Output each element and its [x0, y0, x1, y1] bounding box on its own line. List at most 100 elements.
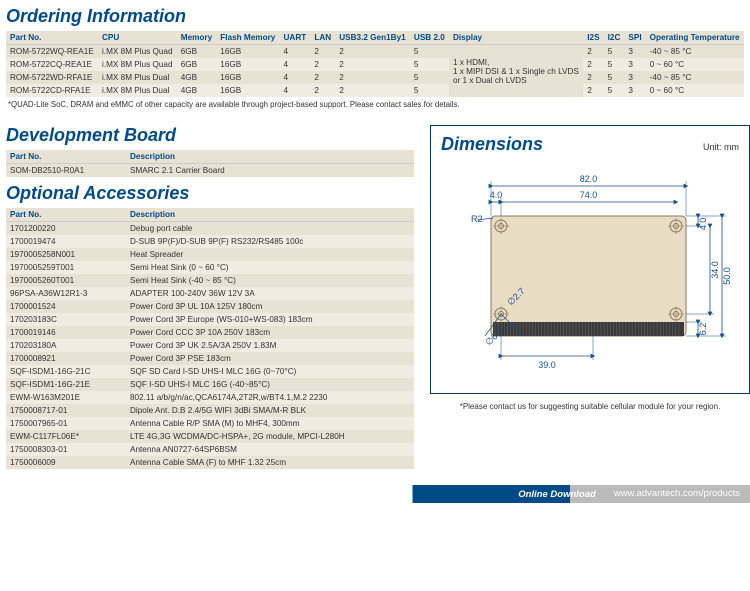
- dev-table: Part No.Description SOM-DB2510-R0A1SMARC…: [6, 150, 414, 177]
- cell: SQF SD Card I-SD UHS-I MLC 16G (0~70°C): [126, 365, 414, 378]
- table-row: SQF-ISDM1-16G-21ESQF I-SD UHS-I MLC 16G …: [6, 378, 414, 391]
- cell: 6GB: [177, 45, 217, 59]
- dimension-drawing: 82.04.074.04.034.050.039.06.2R2∅2.7∅6.0: [441, 161, 739, 381]
- cell: 5: [410, 45, 449, 59]
- cell: -40 ~ 85 °C: [646, 45, 744, 59]
- cell: ROM-5722CQ-REA1E: [6, 58, 98, 71]
- acc-table: Part No.Description 1701200220Debug port…: [6, 208, 414, 469]
- cell: 5: [410, 71, 449, 84]
- cell: EWM-W163M201E: [6, 391, 126, 404]
- cell: 4GB: [177, 84, 217, 97]
- cell: 5: [604, 71, 625, 84]
- svg-text:34.0: 34.0: [710, 261, 720, 279]
- ordering-col-header: USB 2.0: [410, 31, 449, 45]
- col-header: Description: [126, 208, 414, 222]
- cell: 2: [335, 58, 410, 71]
- svg-text:R2: R2: [471, 214, 483, 224]
- ordering-col-header: UART: [280, 31, 311, 45]
- cell: 0 ~ 60 °C: [646, 58, 744, 71]
- cell: Semi Heat Sink (0 ~ 60 °C): [126, 261, 414, 274]
- table-row: ROM-5722CD-RFA1Ei.MX 8M Plus Dual4GB16GB…: [6, 84, 744, 97]
- cellular-footnote: *Please contact us for suggesting suitab…: [430, 402, 750, 411]
- table-row: 1750006009Antenna Cable SMA (F) to MHF 1…: [6, 456, 414, 469]
- ordering-col-header: I2S: [583, 31, 603, 45]
- cell: ADAPTER 100-240V 36W 12V 3A: [126, 287, 414, 300]
- cell: 16GB: [216, 71, 279, 84]
- table-row: 1970005260T001Semi Heat Sink (-40 ~ 85 °…: [6, 274, 414, 287]
- display-cell: 1 x HDMI, 1 x MIPI DSI & 1 x Single ch L…: [449, 45, 583, 98]
- table-row: 1970005258N001Heat Spreader: [6, 248, 414, 261]
- dim-unit: Unit: mm: [703, 142, 739, 152]
- cell: 4: [280, 45, 311, 59]
- cell: 170203180A: [6, 339, 126, 352]
- svg-text:4.0: 4.0: [490, 190, 503, 200]
- cell: 1701200220: [6, 222, 126, 236]
- table-row: SQF-ISDM1-16G-21CSQF SD Card I-SD UHS-I …: [6, 365, 414, 378]
- table-row: EWM-W163M201E802.11 a/b/g/n/ac,QCA6174A,…: [6, 391, 414, 404]
- cell: 16GB: [216, 84, 279, 97]
- cell: Power Cord 3P UL 10A 125V 180cm: [126, 300, 414, 313]
- download-url[interactable]: www.advantech.com/products: [604, 485, 750, 503]
- svg-text:6.2: 6.2: [698, 323, 708, 336]
- cell: 6GB: [177, 58, 217, 71]
- cell: 1700019474: [6, 235, 126, 248]
- cell: 4: [280, 58, 311, 71]
- cell: EWM-C117FL06E*: [6, 430, 126, 443]
- table-row: 1970005259T001 Semi Heat Sink (0 ~ 60 °C…: [6, 261, 414, 274]
- table-row: 1700019474D-SUB 9P(F)/D-SUB 9P(F) RS232/…: [6, 235, 414, 248]
- cell: 5: [410, 58, 449, 71]
- table-row: 170203180APower Cord 3P UK 2.5A/3A 250V …: [6, 339, 414, 352]
- cell: 2: [310, 58, 335, 71]
- table-row: 1700019146Power Cord CCC 3P 10A 250V 183…: [6, 326, 414, 339]
- cell: 1970005258N001: [6, 248, 126, 261]
- cell: 802.11 a/b/g/n/ac,QCA6174A,2T2R,w/BT4.1,…: [126, 391, 414, 404]
- cell: Heat Spreader: [126, 248, 414, 261]
- table-row: 1700001524Power Cord 3P UL 10A 125V 180c…: [6, 300, 414, 313]
- cell: Semi Heat Sink (-40 ~ 85 °C): [126, 274, 414, 287]
- ordering-col-header: USB3.2 Gen1By1: [335, 31, 410, 45]
- ordering-col-header: CPU: [98, 31, 177, 45]
- cell: 1750008717-01: [6, 404, 126, 417]
- svg-text:74.0: 74.0: [580, 190, 598, 200]
- svg-text:4.0: 4.0: [698, 218, 708, 231]
- cell: 1700001524: [6, 300, 126, 313]
- download-label: Online Download: [510, 489, 604, 500]
- cell: 3: [624, 45, 645, 59]
- cell: 5: [410, 84, 449, 97]
- col-header: Part No.: [6, 208, 126, 222]
- download-bar: Online Download www.advantech.com/produc…: [0, 485, 750, 503]
- table-row: 1750008303-01Antenna AN0727-64SP6BSM: [6, 443, 414, 456]
- table-row: 1750008717-01Dipole Ant. D.B 2.4/5G WIFI…: [6, 404, 414, 417]
- cell: 2: [335, 45, 410, 59]
- cell: 1750006009: [6, 456, 126, 469]
- cell: SQF I-SD UHS-I MLC 16G (-40~85°C): [126, 378, 414, 391]
- cell: 5: [604, 84, 625, 97]
- table-row: 170203183CPower Cord 3P Europe (WS-010+W…: [6, 313, 414, 326]
- cell: 1700008921: [6, 352, 126, 365]
- cell: 3: [624, 71, 645, 84]
- cell: Power Cord 3P PSE 183cm: [126, 352, 414, 365]
- cell: 2: [583, 84, 603, 97]
- table-row: EWM-C117FL06E*LTE 4G,3G WCDMA/DC-HSPA+, …: [6, 430, 414, 443]
- cell: 1750008303-01: [6, 443, 126, 456]
- cell: Dipole Ant. D.B 2.4/5G WIFI 3dBi SMA/M-R…: [126, 404, 414, 417]
- ordering-col-header: I2C: [604, 31, 625, 45]
- cell: 3: [624, 58, 645, 71]
- cell: Antenna Cable SMA (F) to MHF 1.32 25cm: [126, 456, 414, 469]
- cell: Antenna AN0727-64SP6BSM: [126, 443, 414, 456]
- cell: D-SUB 9P(F)/D-SUB 9P(F) RS232/RS485 100c: [126, 235, 414, 248]
- cell: 1700019146: [6, 326, 126, 339]
- table-row: SOM-DB2510-R0A1SMARC 2.1 Carrier Board: [6, 164, 414, 178]
- table-row: 96PSA-A36W12R1-3ADAPTER 100-240V 36W 12V…: [6, 287, 414, 300]
- cell: SOM-DB2510-R0A1: [6, 164, 126, 178]
- cell: 2: [310, 71, 335, 84]
- ordering-table: Part No.CPUMemoryFlash MemoryUARTLANUSB3…: [6, 31, 744, 97]
- cell: SQF-ISDM1-16G-21C: [6, 365, 126, 378]
- cell: i.MX 8M Plus Dual: [98, 71, 177, 84]
- cell: 2: [310, 84, 335, 97]
- cell: 2: [583, 58, 603, 71]
- table-row: ROM-5722CQ-REA1Ei.MX 8M Plus Quad6GB16GB…: [6, 58, 744, 71]
- cell: -40 ~ 85 °C: [646, 71, 744, 84]
- cell: Power Cord 3P UK 2.5A/3A 250V 1.83M: [126, 339, 414, 352]
- cell: 4GB: [177, 71, 217, 84]
